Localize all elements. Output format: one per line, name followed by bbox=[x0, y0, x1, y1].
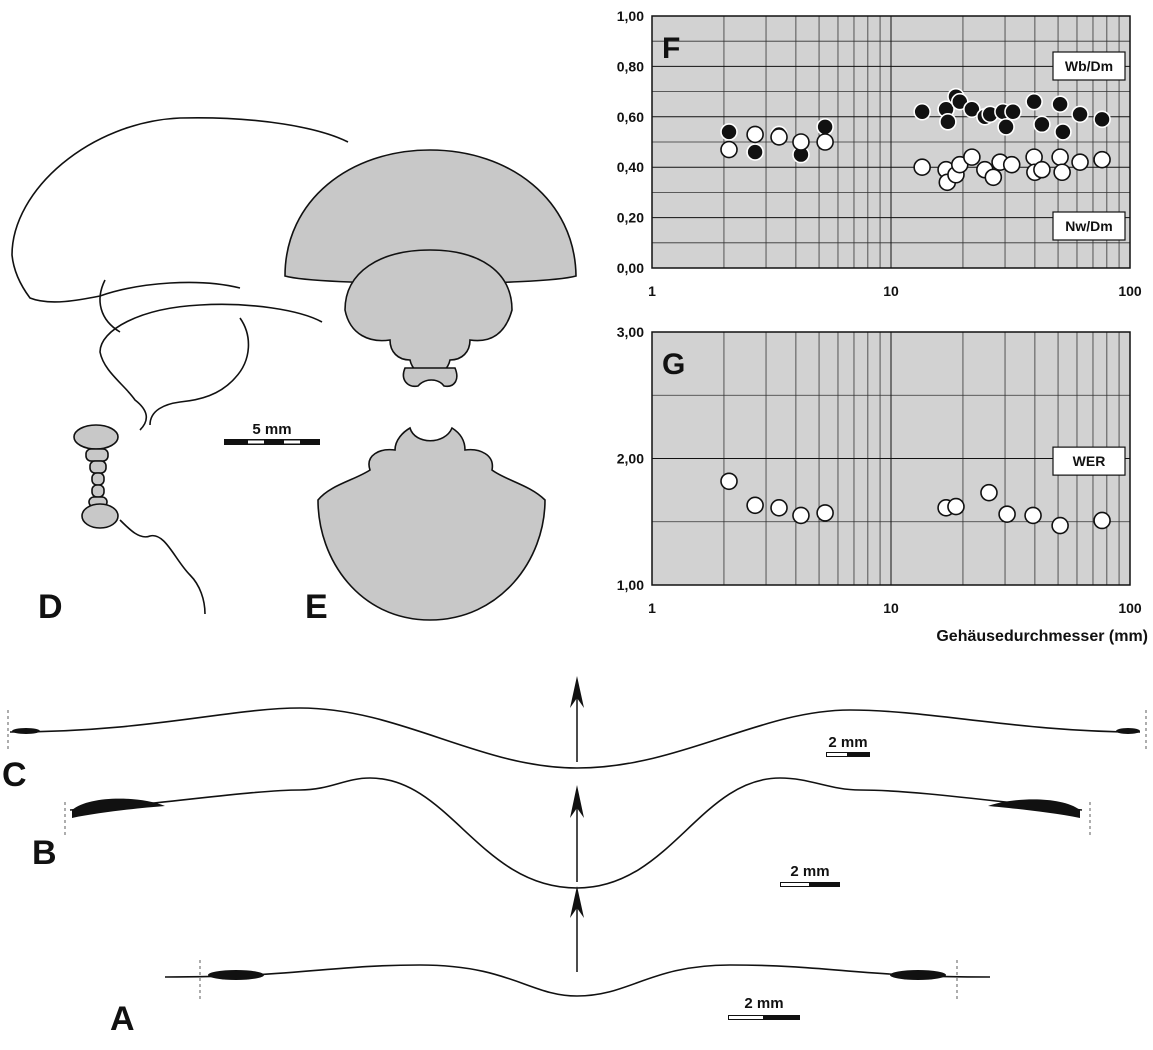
data-point bbox=[1052, 96, 1068, 112]
data-point bbox=[985, 169, 1001, 185]
x-tick-label: 10 bbox=[883, 283, 899, 299]
data-point bbox=[1055, 124, 1071, 140]
y-tick-label: 0,40 bbox=[617, 159, 644, 175]
profile-b bbox=[65, 778, 1090, 888]
y-tick-label: 1,00 bbox=[617, 8, 644, 24]
figure: D E C B A 5 mm 2 mm 2 mm 2 mm 1 10 100 0,00… bbox=[0, 0, 1153, 1050]
figure-label: D bbox=[38, 588, 63, 626]
data-point bbox=[721, 142, 737, 158]
x-tick-label: 100 bbox=[1118, 600, 1142, 616]
data-point bbox=[771, 129, 787, 145]
data-point bbox=[940, 114, 956, 130]
data-point bbox=[817, 119, 833, 135]
chart: 1 10 100 1,00 2,00 3,00 G Gehäusedurchmesser (m… bbox=[617, 324, 1148, 645]
figure-label: E bbox=[305, 588, 328, 626]
y-tick-label: 1,00 bbox=[617, 577, 644, 593]
x-axis-label: Gehäusedurchmesser (mm) bbox=[936, 628, 1148, 645]
y-tick-label: 3,00 bbox=[617, 324, 644, 340]
y-tick-label: 0,60 bbox=[617, 109, 644, 125]
panel-label: G bbox=[662, 348, 685, 381]
legend-label: Wb/Dm bbox=[1065, 58, 1113, 74]
data-point bbox=[793, 507, 809, 523]
data-point bbox=[747, 126, 763, 142]
data-point bbox=[914, 104, 930, 120]
profile-a bbox=[165, 886, 990, 1020]
data-point bbox=[1094, 512, 1110, 528]
scale-label: 2 mm bbox=[828, 734, 867, 751]
chart: 1 10 100 0,00 0,20 0,40 0,60 0,80 1,00 F Wb/Dm Nw/D… bbox=[617, 8, 1142, 299]
legend-label: WER bbox=[1073, 453, 1106, 469]
data-point bbox=[1026, 94, 1042, 110]
data-point bbox=[998, 119, 1014, 135]
y-tick-label: 0,00 bbox=[617, 260, 644, 276]
figure-label: C bbox=[2, 756, 27, 794]
page: {"chart_data": [ {"type": "scatter", "pa… bbox=[0, 0, 1153, 1050]
data-point bbox=[981, 485, 997, 501]
scale-bar-5mm bbox=[224, 439, 320, 445]
y-tick-label: 0,80 bbox=[617, 58, 644, 74]
data-point bbox=[948, 499, 964, 515]
x-tick-label: 1 bbox=[648, 600, 656, 616]
profile-c bbox=[8, 676, 1146, 768]
x-tick-label: 1 bbox=[648, 283, 656, 299]
y-tick-label: 2,00 bbox=[617, 451, 644, 467]
panel-label: F bbox=[662, 32, 680, 65]
data-point bbox=[1072, 154, 1088, 170]
data-point bbox=[771, 500, 787, 516]
data-point bbox=[1034, 162, 1050, 178]
data-point bbox=[1004, 157, 1020, 173]
data-point bbox=[964, 149, 980, 165]
scale-label: 5 mm bbox=[252, 421, 291, 438]
data-point bbox=[817, 505, 833, 521]
data-point bbox=[817, 134, 833, 150]
figure-label: B bbox=[32, 834, 57, 872]
scale-label: 2 mm bbox=[790, 863, 829, 880]
data-point bbox=[1054, 164, 1070, 180]
data-point bbox=[1052, 149, 1068, 165]
drawing-e bbox=[285, 150, 576, 620]
data-point bbox=[793, 134, 809, 150]
y-tick-label: 0,20 bbox=[617, 210, 644, 226]
figure-label: A bbox=[110, 1000, 135, 1038]
data-point bbox=[1025, 507, 1041, 523]
data-point bbox=[1052, 518, 1068, 534]
x-tick-label: 100 bbox=[1118, 283, 1142, 299]
data-point bbox=[1034, 116, 1050, 132]
data-point bbox=[1094, 152, 1110, 168]
legend-label: Nw/Dm bbox=[1065, 218, 1112, 234]
data-point bbox=[1072, 106, 1088, 122]
data-point bbox=[999, 506, 1015, 522]
scale-label: 2 mm bbox=[744, 995, 783, 1012]
data-point bbox=[1094, 111, 1110, 127]
data-point bbox=[721, 473, 737, 489]
drawing-d bbox=[12, 118, 348, 614]
data-point bbox=[914, 159, 930, 175]
data-point bbox=[747, 144, 763, 160]
x-tick-label: 10 bbox=[883, 600, 899, 616]
data-point bbox=[747, 497, 763, 513]
data-point bbox=[721, 124, 737, 140]
data-point bbox=[1005, 104, 1021, 120]
